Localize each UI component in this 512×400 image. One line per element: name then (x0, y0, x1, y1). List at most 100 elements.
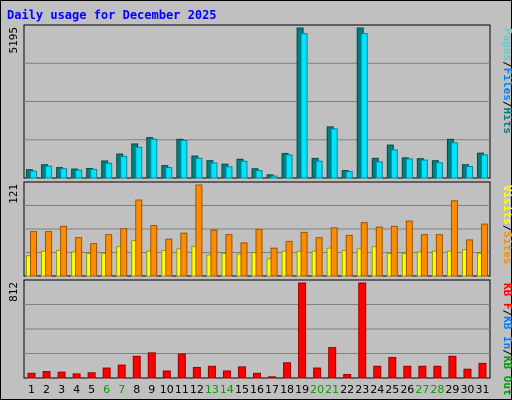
visits-bar-sites (240, 242, 248, 277)
hits-bar-files (75, 169, 83, 179)
kbytes-bar-kb-f (222, 370, 231, 379)
x-tick-label: 14 (220, 383, 234, 396)
hits-bar-files (195, 157, 203, 179)
x-tick-label: 21 (325, 383, 339, 396)
x-tick-label: 22 (340, 383, 354, 396)
kbytes-legend-item: / (501, 310, 512, 317)
visits-bar-sites (450, 200, 458, 277)
hits-bar-files (420, 159, 428, 179)
kbytes-max-label: 812 (7, 282, 20, 302)
visits-bar-sites (150, 225, 158, 277)
hits-bar-files (405, 158, 413, 179)
hits-bar-files (45, 165, 53, 179)
visits-bar-sites (360, 222, 368, 277)
x-tick-label: 2 (43, 383, 50, 396)
visits-bar-sites (330, 227, 338, 277)
hits-legend-item: Hits (501, 108, 512, 135)
x-tick-label: 7 (118, 383, 125, 396)
kbytes-bar-kb-f (42, 371, 51, 379)
kbytes-bar-kb-f (117, 364, 126, 379)
kbytes-bar-kb-f (283, 362, 292, 379)
hits-bar-files (285, 154, 293, 179)
hits-bar-files (315, 160, 323, 179)
hits-max-label: 5195 (7, 27, 20, 54)
visits-bar-sites (225, 234, 233, 277)
visits-bar-sites (435, 234, 443, 277)
hits-legend-item: Files (501, 68, 512, 101)
visits-max-label: 121 (7, 184, 20, 204)
x-tick-label: 20 (310, 383, 324, 396)
hits-legend-item: Pages (501, 28, 512, 61)
hits-bar-files (375, 161, 383, 179)
hits-legend-item: / (501, 101, 512, 108)
visits-bar-sites (345, 234, 353, 277)
visits-bar-sites (390, 225, 398, 277)
hits-bar-files (165, 167, 173, 179)
kbytes-bar-kb-f (403, 365, 412, 379)
x-tick-label: 10 (160, 383, 174, 396)
chart-title: Daily usage for December 2025 (7, 8, 217, 22)
kbytes-bar-kb-f (72, 373, 81, 379)
kbytes-bar-kb-f (237, 366, 246, 379)
x-tick-label: 12 (190, 383, 204, 396)
kbytes-legend-item: / (501, 349, 512, 356)
kbytes-bar-kb-f (132, 355, 141, 379)
hits-bar-files (300, 33, 308, 179)
kbytes-bar-kb-f (27, 372, 36, 379)
kbytes-bar-kb-f (162, 370, 171, 379)
x-tick-label: 8 (133, 383, 140, 396)
kbytes-legend-item: KB Out (501, 356, 512, 396)
x-tick-label: 11 (175, 383, 189, 396)
visits-bar-sites (30, 231, 38, 277)
hits-bar-files (180, 139, 188, 179)
visits-bar-sites (210, 229, 218, 277)
kbytes-bar-kb-f (87, 372, 96, 379)
x-tick-label: 1 (28, 383, 35, 396)
x-tick-label: 23 (355, 383, 369, 396)
visits-bar-sites (165, 238, 173, 277)
x-tick-label: 28 (430, 383, 444, 396)
visits-bar-sites (180, 232, 188, 277)
hits-bar-files (60, 168, 68, 179)
kbytes-bar-kb-f (478, 362, 487, 379)
kbytes-bar-kb-f (418, 365, 427, 379)
x-tick-label: 30 (460, 383, 474, 396)
kbytes-bar-kb-f (253, 372, 261, 379)
hits-bar-files (210, 162, 218, 179)
x-tick-label: 6 (103, 383, 110, 396)
kbytes-bar-kb-f (328, 347, 337, 379)
x-tick-label: 25 (385, 383, 399, 396)
visits-bar-sites (90, 243, 98, 277)
visits-bar-sites (60, 225, 68, 277)
visits-bar-sites (135, 199, 143, 277)
visits-legend-item: Sites (501, 231, 512, 264)
visits-bar-sites (105, 234, 113, 277)
x-tick-label: 31 (475, 383, 489, 396)
kbytes-bar-kb-f (463, 368, 472, 379)
kbytes-bar-kb-f (343, 373, 352, 379)
x-tick-label: 24 (370, 383, 384, 396)
visits-bar-sites (45, 231, 53, 277)
visits-bar-sites (420, 234, 428, 277)
x-tick-label: 16 (250, 383, 264, 396)
hits-bar-files (360, 33, 368, 179)
kbytes-bar-kb-f (373, 365, 382, 379)
hits-bar-files (255, 169, 263, 179)
x-tick-label: 29 (445, 383, 459, 396)
hits-bar-files (120, 155, 128, 179)
visits-bar-sites (375, 226, 383, 277)
hits-bar-files (390, 149, 398, 179)
kbytes-bar-kb-f (358, 282, 367, 379)
visits-legend-item: Visits (501, 185, 512, 225)
hits-bar-files (345, 171, 353, 179)
kbytes-legend: KB F/KB In/KB Out (501, 283, 512, 396)
hits-legend: Pages/Files/Hits (501, 28, 512, 134)
x-tick-label: 19 (295, 383, 309, 396)
hits-bar-files (435, 162, 443, 179)
kbytes-bar-kb-f (448, 355, 457, 379)
kbytes-legend-item: KB F (501, 283, 512, 310)
kbytes-bar-kb-f (102, 367, 111, 379)
visits-legend: Visits/Sites (501, 185, 512, 265)
hits-bar-files (240, 160, 248, 179)
